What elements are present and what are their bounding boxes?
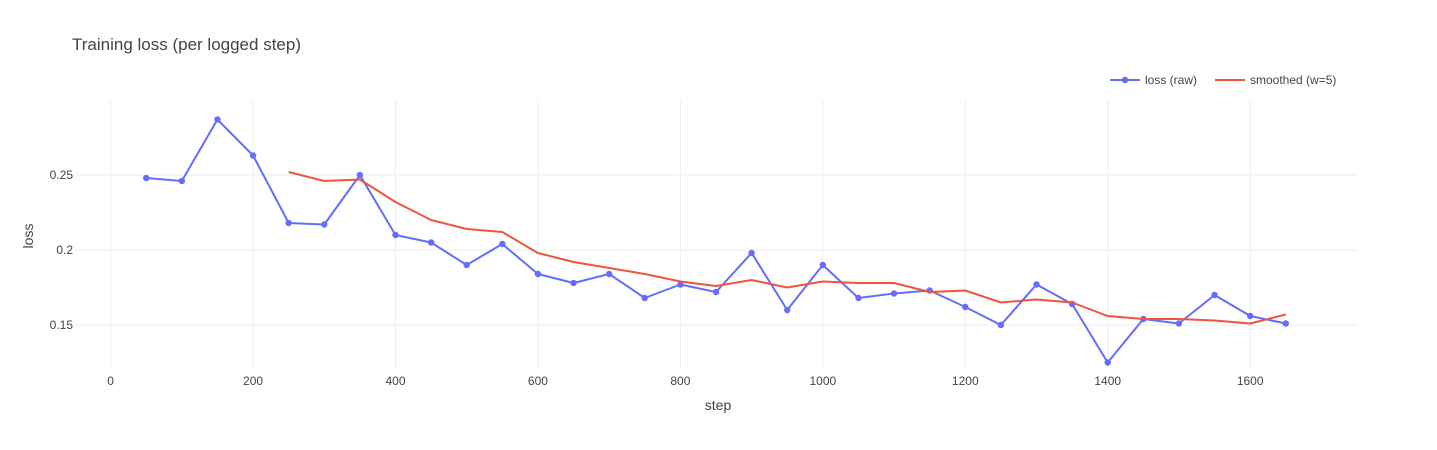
x-tick-label: 1400	[1094, 374, 1121, 388]
gridlines	[75, 100, 1357, 370]
data-point-loss-raw	[997, 321, 1005, 329]
data-point-loss-raw	[962, 303, 969, 311]
data-point-loss-raw	[819, 261, 827, 269]
data-point-loss-raw	[1246, 312, 1254, 320]
data-point-loss-raw	[534, 270, 542, 278]
data-point-loss-raw	[1282, 320, 1289, 327]
series-line-loss-raw	[146, 118, 1287, 364]
data-point-loss-raw	[1104, 359, 1111, 366]
data-point-loss-raw	[427, 239, 435, 246]
legend-label-smoothed[interactable]: smoothed (w=5)	[1250, 73, 1336, 87]
x-tick-label: 600	[528, 374, 548, 388]
x-tick-label: 0	[107, 374, 114, 388]
x-tick-label: 800	[670, 374, 690, 388]
series-layer	[143, 116, 1289, 366]
y-tick-label: 0.2	[56, 243, 73, 257]
data-point-loss-raw	[356, 171, 364, 179]
x-axis-title: step	[705, 397, 732, 413]
x-tick-label: 1600	[1237, 374, 1264, 388]
data-point-loss-raw	[321, 221, 328, 228]
x-tick-label: 400	[385, 374, 405, 388]
chart-title: Training loss (per logged step)	[72, 35, 301, 54]
data-point-loss-raw	[605, 270, 613, 278]
data-point-loss-raw	[249, 152, 257, 159]
data-point-loss-raw	[677, 281, 684, 288]
series-line-smoothed	[288, 171, 1287, 325]
data-point-loss-raw	[214, 116, 221, 123]
data-point-loss-raw	[1175, 320, 1183, 327]
tick-labels: 0 200 400 600 800 1000 1200 1400 1600 0.15 0.2 0.25	[50, 168, 1264, 388]
data-point-loss-raw	[178, 177, 186, 185]
data-point-loss-raw	[1033, 281, 1040, 288]
data-point-loss-raw	[712, 288, 720, 296]
data-point-loss-raw	[392, 231, 399, 239]
data-point-loss-raw	[1211, 291, 1218, 299]
y-tick-label: 0.25	[50, 168, 74, 182]
y-tick-label: 0.15	[50, 318, 74, 332]
data-point-loss-raw	[463, 261, 470, 269]
data-point-loss-raw	[641, 294, 648, 302]
y-axis-title: loss	[20, 224, 36, 249]
legend[interactable]: loss (raw) smoothed (w=5)	[1110, 73, 1336, 87]
data-point-loss-raw	[890, 290, 898, 297]
legend-marker-loss-raw[interactable]	[1121, 76, 1129, 84]
data-point-loss-raw	[855, 294, 862, 302]
data-point-loss-raw	[499, 240, 506, 248]
x-tick-label: 1200	[952, 374, 979, 388]
x-tick-label: 1000	[809, 374, 836, 388]
data-point-loss-raw	[570, 279, 577, 287]
data-point-loss-raw	[285, 219, 292, 227]
data-point-loss-raw	[784, 306, 791, 314]
data-point-loss-raw	[748, 249, 755, 257]
x-tick-label: 200	[243, 374, 263, 388]
legend-label-loss-raw[interactable]: loss (raw)	[1145, 73, 1197, 87]
data-point-loss-raw	[143, 174, 150, 182]
